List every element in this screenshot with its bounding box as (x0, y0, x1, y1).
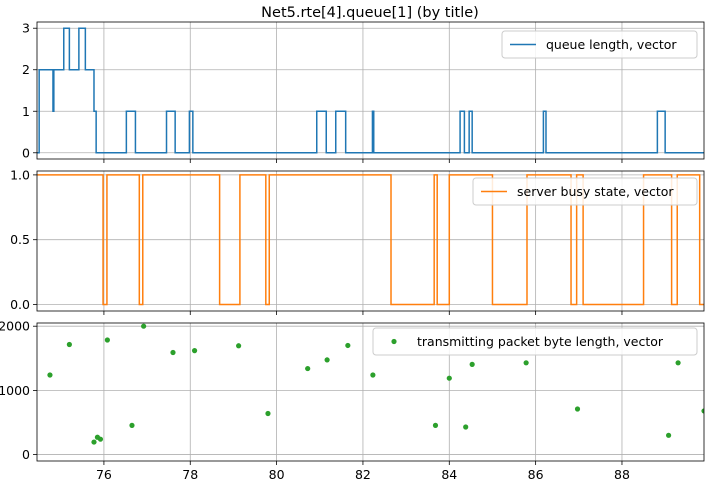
scatter-point (141, 323, 147, 329)
legend-box (501, 30, 698, 59)
legend-label: queue length, vector (546, 37, 677, 52)
scatter-point (523, 360, 529, 366)
y-tick-label: 2000 (0, 319, 30, 334)
data-layer (47, 323, 704, 445)
scatter-point (170, 349, 176, 356)
series-step-line (37, 174, 704, 306)
data-layer (37, 27, 704, 154)
scatter-point (324, 357, 330, 363)
legend-label: server busy state, vector (517, 184, 674, 199)
scatter-point (265, 410, 271, 417)
scatter-point (236, 343, 242, 349)
x-tick-label: 80 (269, 467, 285, 482)
subplot-server-busy: 0.0 0.5 1.0 server busy state, vector (10, 167, 705, 315)
chart-title: Net5.rte[4].queue[1] (by title) (261, 5, 479, 21)
subplot-packet-bytes: 0 1000 2000 76 78 80 82 84 86 88 transmitting pack… (0, 319, 705, 482)
y-tick-label: 1 (22, 104, 30, 119)
scatter-point (701, 408, 704, 414)
y-tick-label: 3 (22, 21, 30, 36)
y-tick-label: 0.0 (10, 297, 30, 312)
x-tick-label: 76 (96, 467, 112, 482)
x-tick-label: 82 (355, 467, 371, 482)
y-tick-label: 2 (22, 62, 30, 77)
scatter-point (91, 439, 97, 445)
legend-label: transmitting packet byte length, vector (417, 334, 664, 349)
x-tick-label: 78 (182, 467, 198, 482)
axes-frame (36, 21, 705, 160)
y-tick-label: 0 (22, 447, 30, 462)
legend-box (472, 177, 698, 206)
axes-frame (36, 170, 705, 312)
scatter-point (47, 372, 53, 378)
y-tick-label: 1.0 (10, 167, 30, 182)
scatter-point (129, 422, 135, 428)
scatter-point (305, 365, 311, 372)
y-tick-label: 0 (22, 145, 30, 160)
scatter-point (675, 360, 681, 366)
scatter-point (66, 341, 72, 348)
scatter-point (97, 436, 104, 442)
scatter-point (574, 406, 581, 412)
x-tick-label: 88 (614, 467, 630, 482)
scatter-point (469, 361, 475, 367)
scatter-point (432, 422, 439, 428)
y-tick-label: 0.5 (10, 232, 30, 247)
legend-box (372, 327, 698, 356)
scatter-point (370, 372, 376, 378)
legend-marker-swatch (391, 338, 397, 345)
subplot-queue-length: 0 1 2 3 queue length, vector (22, 21, 705, 163)
x-tick-label: 84 (441, 467, 457, 482)
scatter-point (665, 432, 672, 438)
x-tick-label: 86 (528, 467, 544, 482)
y-tick-label: 1000 (0, 383, 30, 398)
axes-frame (36, 322, 705, 462)
data-layer (37, 174, 704, 306)
scatter-point (446, 375, 452, 381)
scatter-point (191, 348, 198, 354)
scatter-point (104, 337, 110, 343)
scatter-point (345, 342, 351, 349)
scatter-point (463, 424, 469, 430)
series-step-line (37, 27, 704, 154)
